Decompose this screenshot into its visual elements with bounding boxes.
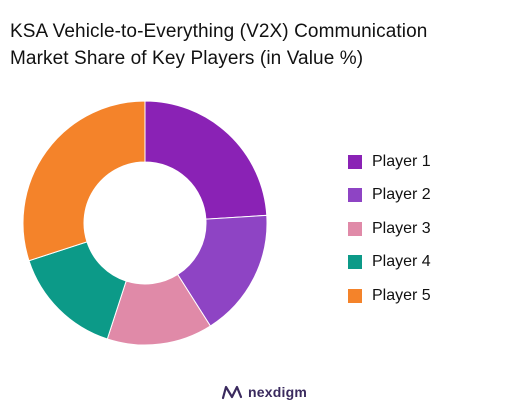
legend-item-player-5: Player 5 xyxy=(348,279,431,313)
legend-swatch-player-2 xyxy=(348,188,362,203)
legend-item-player-3: Player 3 xyxy=(348,212,431,246)
chart-legend: Player 1 Player 2 Player 3 Player 4 Play… xyxy=(348,145,431,313)
legend-label-player-5: Player 5 xyxy=(372,286,431,304)
legend-label-player-3: Player 3 xyxy=(372,219,431,237)
chart-title-line-1: KSA Vehicle-to-Everything (V2X) Communic… xyxy=(10,21,428,42)
legend-item-player-1: Player 1 xyxy=(348,145,431,179)
legend-label-player-4: Player 4 xyxy=(372,253,431,271)
brand-name: nexdigm xyxy=(248,384,307,400)
donut-slice-player-5 xyxy=(22,100,146,262)
chart-title: KSA Vehicle-to-Everything (V2X) Communic… xyxy=(10,18,427,72)
chart-title-line-2: Market Share of Key Players (in Value %) xyxy=(10,48,364,69)
donut-slice-player-1 xyxy=(144,100,268,220)
legend-label-player-1: Player 1 xyxy=(372,152,431,170)
legend-label-player-2: Player 2 xyxy=(372,186,431,204)
legend-item-player-4: Player 4 xyxy=(348,246,431,280)
legend-item-player-2: Player 2 xyxy=(348,179,431,213)
legend-swatch-player-3 xyxy=(348,221,362,236)
legend-swatch-player-4 xyxy=(348,255,362,270)
legend-swatch-player-1 xyxy=(348,154,362,169)
nexdigm-logo-icon xyxy=(221,385,243,400)
brand-logo: nexdigm xyxy=(0,384,528,400)
legend-swatch-player-5 xyxy=(348,288,362,303)
